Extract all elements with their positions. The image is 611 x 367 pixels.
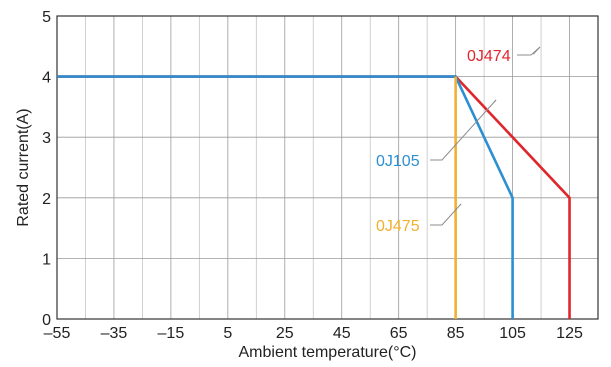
plot-frame	[56, 15, 599, 320]
x-axis-label: Ambient temperature(°C)	[238, 344, 416, 361]
y-tick-label: 3	[42, 130, 51, 147]
x-tick-label: 5	[223, 325, 232, 342]
leader-arrow	[459, 203, 462, 206]
x-tick-label: 25	[276, 325, 294, 342]
x-tick-label: 85	[447, 325, 465, 342]
y-tick-label: 1	[42, 251, 51, 268]
x-tick-label: 125	[556, 325, 583, 342]
y-tick-labels: 0 1 2 3 4 5	[42, 9, 51, 329]
y-axis-label: Rated current(A)	[15, 108, 32, 226]
grid	[57, 16, 598, 319]
x-tick-label: 45	[333, 325, 351, 342]
leader-line	[430, 99, 497, 161]
y-tick-label: 4	[42, 70, 51, 87]
leader-arrow	[532, 46, 541, 55]
series-label-0j474: 0J474	[467, 48, 511, 65]
series-label-leaders	[430, 46, 541, 226]
leader-line	[430, 203, 462, 226]
x-tick-label: –35	[101, 325, 128, 342]
x-tick-label: 105	[499, 325, 526, 342]
leader-arrow	[493, 99, 497, 104]
series-lines	[57, 75, 571, 319]
x-tick-label: –55	[44, 325, 71, 342]
series-line-0j105	[57, 75, 514, 319]
x-tick-label: 65	[390, 325, 408, 342]
y-tick-label: 5	[42, 9, 51, 26]
series-label-0j105: 0J105	[376, 153, 420, 170]
x-tick-label: –15	[158, 325, 185, 342]
x-tick-labels: –55 –35 –15 5 25 45 65 85 105 125	[44, 325, 583, 342]
series-label-0j475: 0J475	[376, 218, 420, 235]
y-tick-label: 2	[42, 191, 51, 208]
series-labels: 0J474 0J105 0J475	[376, 48, 511, 235]
y-tick-label: 0	[42, 312, 51, 329]
